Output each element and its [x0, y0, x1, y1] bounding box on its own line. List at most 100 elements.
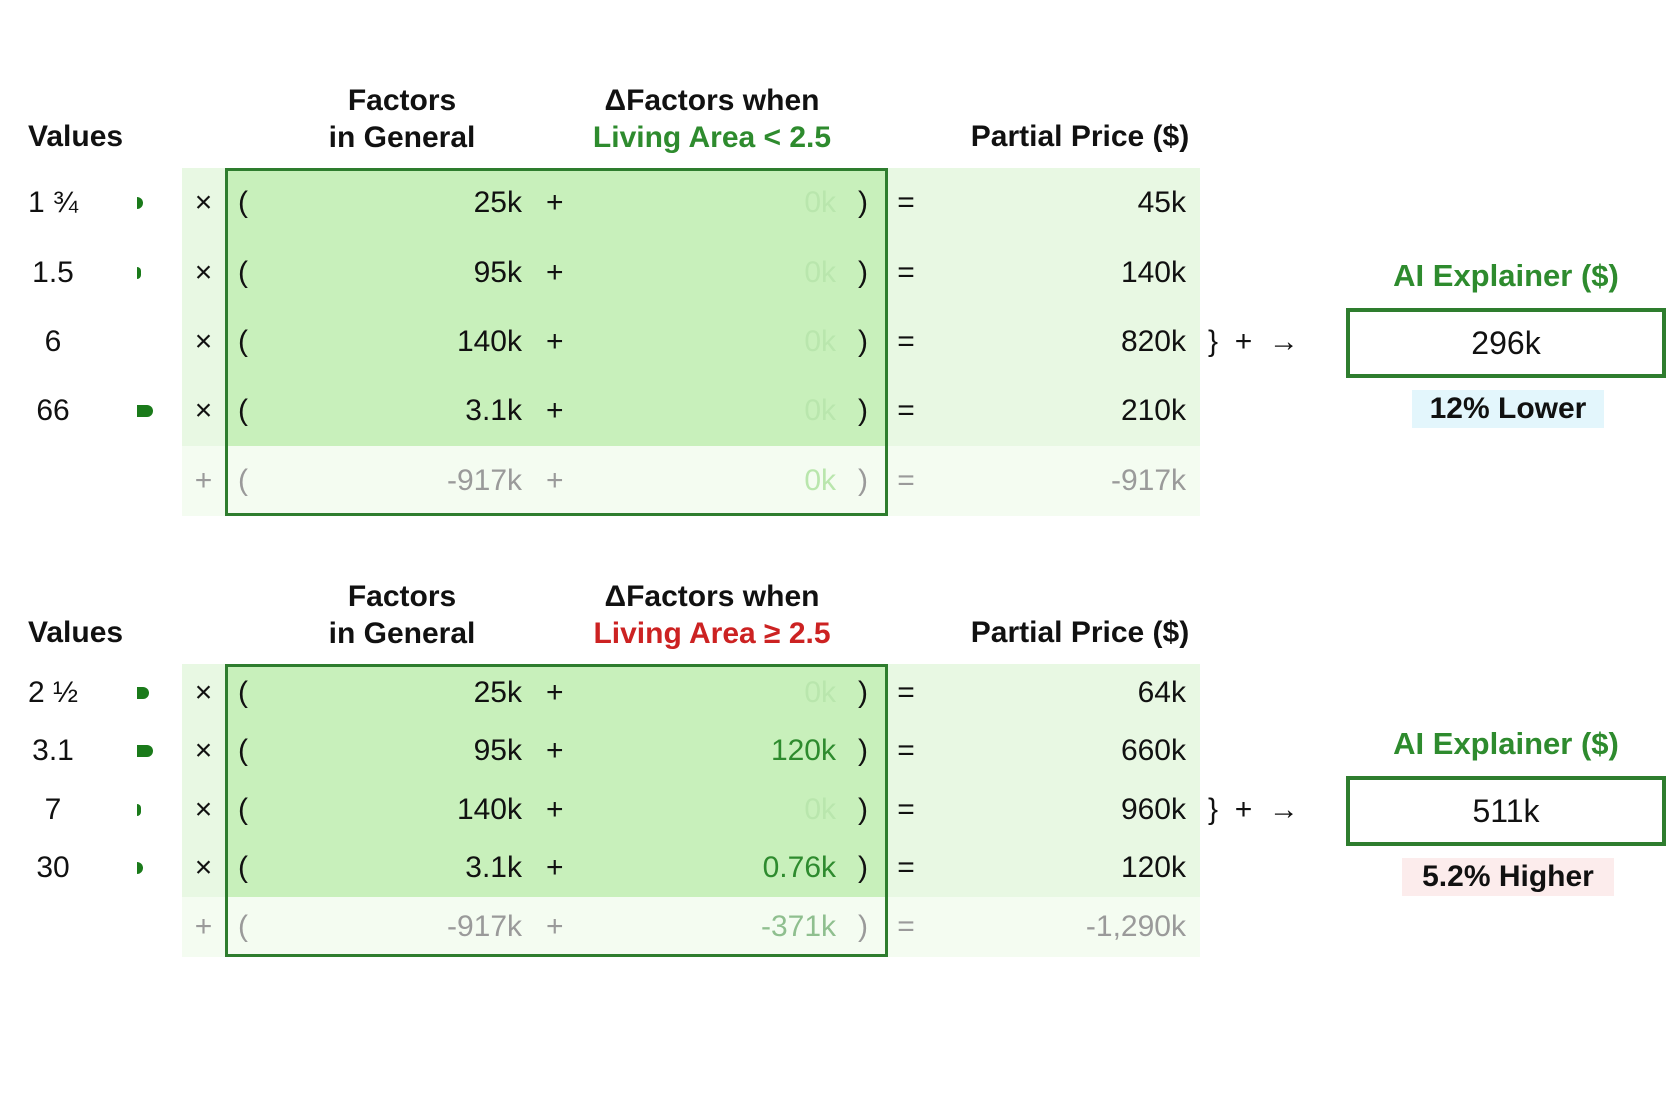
delta-header-condition: Living Area ≥ 2.5: [593, 617, 831, 650]
feature-value: 7: [44, 793, 62, 826]
row-operator: +: [194, 464, 213, 497]
close-paren: ): [858, 255, 868, 289]
close-paren: ): [858, 464, 868, 497]
plus-sign: +: [546, 464, 564, 497]
partial-price: -1,290k: [1085, 910, 1186, 943]
partial-price-header: Partial Price ($): [970, 616, 1190, 649]
ai-explainer-title: AI Explainer ($): [1393, 726, 1619, 761]
delta-factor: 0k: [804, 324, 836, 358]
close-paren: ): [858, 324, 868, 358]
general-factor: 3.1k: [465, 393, 522, 427]
delta-factor: 0k: [804, 464, 836, 497]
factors-header-line1: Factors: [347, 84, 457, 117]
factors-outline: [225, 168, 888, 516]
factors-intercept-bg: [225, 897, 888, 957]
equals-sign: =: [897, 185, 915, 219]
partial-price: 140k: [1120, 255, 1186, 289]
delta-factor: 0.76k: [762, 851, 836, 884]
delta-factors-header: ΔFactors when Living Area ≥ 2.5: [552, 578, 872, 652]
general-factor: -917k: [446, 464, 522, 497]
delta-factor: 0k: [804, 393, 836, 427]
factors-header-line2: in General: [328, 121, 476, 154]
delta-factor: -371k: [760, 910, 836, 943]
general-factor: 95k: [473, 255, 522, 289]
open-paren: (: [238, 851, 248, 884]
delta-header-line1: ΔFactors when: [604, 580, 820, 613]
close-paren: ): [858, 734, 868, 767]
open-paren: (: [238, 676, 248, 709]
open-paren: (: [238, 393, 248, 427]
feature-value: 3.1: [32, 734, 74, 767]
feature-value: 2 ½: [27, 676, 79, 709]
feature-value-bar: [137, 404, 153, 417]
plus-sign: +: [546, 185, 564, 219]
equals-sign: =: [897, 910, 915, 943]
delta-factor: 120k: [770, 734, 836, 767]
open-paren: (: [238, 324, 248, 358]
operator-intercept-bg: [182, 897, 225, 957]
factors-outline: [225, 664, 888, 957]
close-paren: ): [858, 393, 868, 427]
operator-column-bg: [182, 664, 225, 897]
equals-sign: =: [897, 324, 915, 358]
partial-intercept-bg: [888, 446, 1200, 516]
equals-sign: =: [897, 393, 915, 427]
row-operator: ×: [194, 734, 213, 767]
feature-value: 30: [36, 851, 70, 884]
delta-header-condition: Living Area < 2.5: [592, 121, 832, 154]
row-operator: +: [194, 910, 213, 943]
partial-price-region-bg: [888, 664, 1200, 897]
plus-sign: +: [546, 393, 564, 427]
plus-sign: +: [546, 324, 564, 358]
row-operator: ×: [194, 393, 213, 427]
sum-arrow: } + →: [1208, 793, 1299, 826]
close-paren: ): [858, 910, 868, 943]
feature-value-bar: [137, 804, 141, 816]
feature-value-bar: [137, 687, 149, 699]
feature-value: 6: [44, 324, 62, 358]
delta-factor: 0k: [804, 676, 836, 709]
equals-sign: =: [897, 734, 915, 767]
plus-sign: +: [546, 255, 564, 289]
plus-sign: +: [546, 676, 564, 709]
partial-price-region-bg: [888, 168, 1200, 446]
comparison-badge: 12% Lower: [1412, 389, 1604, 428]
general-factor: 25k: [473, 185, 522, 219]
equals-sign: =: [897, 464, 915, 497]
feature-value-bar: [137, 862, 143, 874]
general-factor: 3.1k: [465, 851, 522, 884]
factors-header-line2: in General: [328, 617, 476, 650]
partial-price-header: Partial Price ($): [970, 120, 1190, 153]
sum-arrow: } + →: [1208, 324, 1299, 358]
general-factor: 25k: [473, 676, 522, 709]
operator-column-bg: [182, 168, 225, 446]
feature-value-bar: [137, 196, 143, 209]
partial-intercept-bg: [888, 897, 1200, 957]
open-paren: (: [238, 185, 248, 219]
close-paren: ): [858, 676, 868, 709]
ai-explainer-value: 296k: [1471, 324, 1541, 361]
feature-value: 66: [36, 393, 70, 427]
general-factor: -917k: [446, 910, 522, 943]
delta-factor: 0k: [804, 185, 836, 219]
close-paren: ): [858, 185, 868, 219]
delta-factor: 0k: [804, 793, 836, 826]
partial-price: 45k: [1137, 185, 1186, 219]
close-paren: ): [858, 851, 868, 884]
plus-sign: +: [546, 793, 564, 826]
factors-region-bg: [225, 664, 888, 897]
values-header: Values: [28, 120, 124, 153]
delta-header-line1: ΔFactors when: [604, 84, 820, 117]
comparison-badge: 5.2% Higher: [1402, 858, 1614, 896]
partial-price: 210k: [1120, 393, 1186, 427]
open-paren: (: [238, 464, 248, 497]
feature-value-bar: [137, 266, 141, 279]
feature-value: 1 ¾: [27, 185, 79, 219]
operator-intercept-bg: [182, 446, 225, 516]
delta-factor: 0k: [804, 255, 836, 289]
ai-explainer-value: 511k: [1472, 793, 1540, 829]
ai-explainer-value-box: 511k: [1346, 776, 1666, 846]
open-paren: (: [238, 910, 248, 943]
open-paren: (: [238, 793, 248, 826]
open-paren: (: [238, 734, 248, 767]
